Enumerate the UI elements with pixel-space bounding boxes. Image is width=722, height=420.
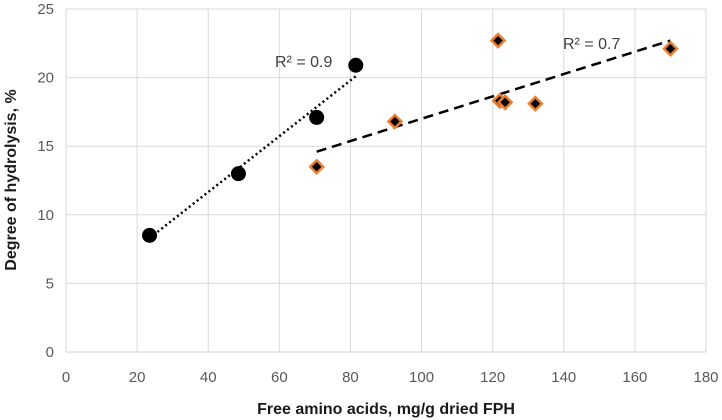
trendline-series-2 — [316, 39, 671, 153]
r2-label-series-2: R² = 0.7 — [563, 36, 620, 53]
x-tick-label: 20 — [129, 369, 146, 386]
y-tick-label: 25 — [37, 1, 54, 18]
data-point-series-2 — [308, 158, 325, 176]
x-tick-label: 0 — [62, 369, 70, 386]
y-tick-label: 0 — [46, 344, 54, 361]
x-tick-label: 180 — [693, 369, 718, 386]
x-axis-title: Free amino acids, mg/g dried FPH — [257, 401, 515, 418]
x-tick-label: 40 — [200, 369, 217, 386]
tick-labels: 0 5 10 15 20 25 0 20 40 60 80 100 120 140 160 180 — [37, 1, 718, 386]
r2-label-series-1: R² = 0.9 — [275, 54, 332, 71]
x-tick-label: 100 — [409, 369, 434, 386]
data-point-series-2 — [496, 94, 514, 111]
x-tick-label: 160 — [622, 369, 647, 386]
data-point-series-1 — [309, 109, 325, 125]
y-tick-label: 20 — [37, 70, 54, 87]
y-tick-label: 15 — [37, 138, 54, 155]
x-tick-label: 80 — [342, 369, 359, 386]
data-point-series-2 — [527, 95, 544, 112]
x-tick-label: 120 — [480, 369, 505, 386]
data-point-series-1 — [230, 166, 246, 182]
y-axis-title: Degree of hydrolysis, % — [3, 89, 20, 270]
data-points — [142, 32, 679, 243]
x-tick-label: 140 — [551, 369, 576, 386]
data-point-series-1 — [348, 57, 364, 73]
x-tick-label: 60 — [271, 369, 288, 386]
y-tick-label: 5 — [46, 275, 54, 292]
r2-labels: R² = 0.9 R² = 0.7 — [275, 36, 620, 71]
data-point-series-1 — [142, 227, 158, 243]
data-point-series-2 — [386, 113, 404, 130]
trendline-series-1 — [148, 75, 357, 240]
grid-lines — [65, 8, 707, 353]
y-tick-label: 10 — [37, 207, 54, 224]
trendlines — [148, 39, 671, 240]
data-point-series-2 — [489, 32, 507, 49]
data-point-series-2 — [662, 40, 679, 58]
